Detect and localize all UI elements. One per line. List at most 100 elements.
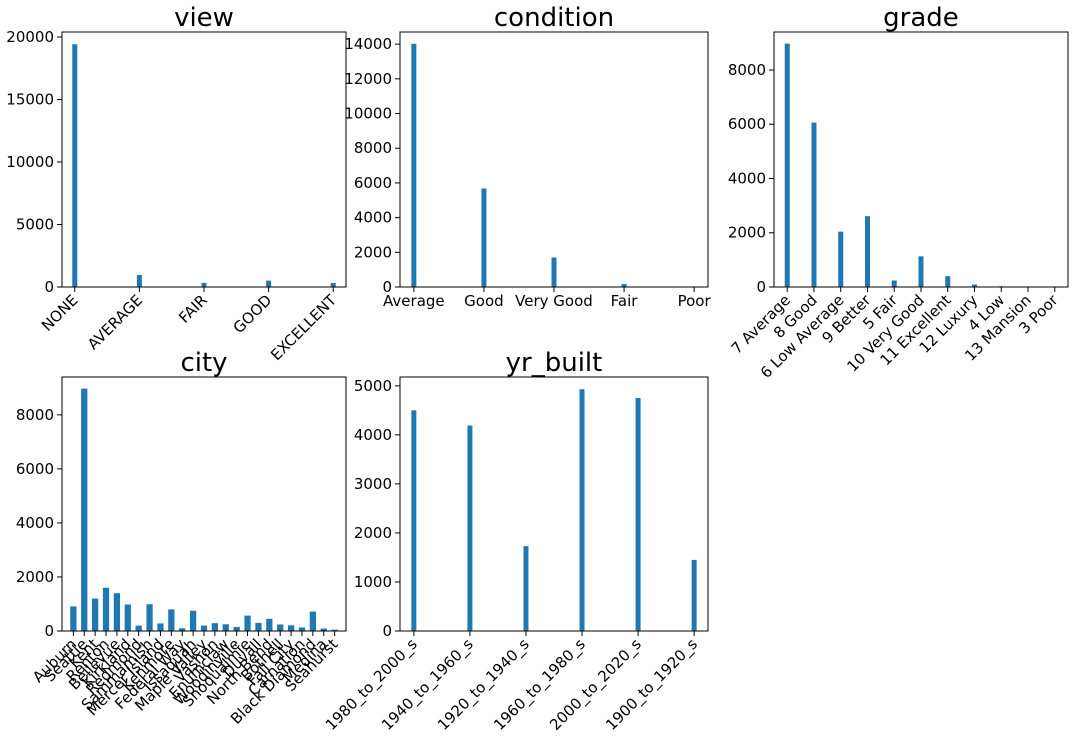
y-tick-label: 12000 <box>344 70 392 88</box>
bar-carnation <box>298 627 306 631</box>
chart-title: view <box>174 3 234 33</box>
bar-kirkland <box>124 604 131 631</box>
bar-1960-to-1980-s <box>579 389 585 631</box>
bar-1940-to-1960-s <box>467 425 473 631</box>
y-tick-label: 0 <box>382 622 392 640</box>
bar-auburn <box>70 606 77 631</box>
y-tick-label: 10000 <box>344 105 392 123</box>
bar-none <box>72 44 78 287</box>
plot-frame <box>399 31 709 288</box>
bar-5-fair <box>891 280 897 287</box>
bar-excellent <box>330 283 336 287</box>
x-tick-label: EXCELLENT <box>267 291 341 365</box>
plot-frame <box>61 31 347 288</box>
chart-view: view 0 5000 10000 15000 20000 NONE AVERAGE FAIR G… <box>6 3 347 365</box>
bar-fair <box>621 284 627 287</box>
y-tick-label: 5000 <box>354 377 392 395</box>
y-tick-label: 4000 <box>354 426 392 444</box>
bar-kenmore <box>168 609 175 631</box>
bar-8-good <box>811 122 817 287</box>
chart-title: condition <box>494 3 614 33</box>
bar-good <box>481 188 487 287</box>
y-tick-label: 14000 <box>344 35 392 53</box>
bar-1920-to-1940-s <box>523 546 529 631</box>
bar-black-diamond <box>309 611 316 631</box>
chart-yr_built: yr_built0100020003000400050001980_to_200… <box>322 348 709 735</box>
y-tick-label: 3000 <box>354 475 392 493</box>
bar-federal-way <box>179 628 186 631</box>
bar-maple-valley <box>200 625 208 631</box>
y-tick-label: 0 <box>756 278 766 296</box>
chart-title: yr_built <box>506 348 603 378</box>
bar-fall-city <box>287 625 295 631</box>
y-tick-label: 5000 <box>16 216 54 234</box>
y-tick-label: 0 <box>382 278 392 296</box>
bar-bellevue <box>113 593 121 631</box>
x-tick-label: FAIR <box>175 291 211 327</box>
y-tick-label: 6000 <box>354 174 392 192</box>
bar-1980-to-2000-s <box>411 410 417 631</box>
y-tick-label: 6000 <box>16 460 54 478</box>
bar-seahurst <box>331 629 338 631</box>
bar-very-good <box>551 257 557 287</box>
x-tick-label: Very Good <box>515 292 593 310</box>
y-tick-label: 4000 <box>354 209 392 227</box>
y-tick-label: 2000 <box>354 524 392 542</box>
bar-1900-to-1920-s <box>691 559 697 631</box>
y-tick-label: 1000 <box>354 573 392 591</box>
chart-title: grade <box>883 3 959 33</box>
bar-snoqualmie <box>244 615 251 631</box>
bar-renton <box>102 587 110 631</box>
y-tick-label: 10000 <box>6 153 54 171</box>
y-tick-label: 8000 <box>728 61 766 79</box>
bar-9-better <box>864 216 870 287</box>
bar-fair <box>201 282 207 287</box>
bar-6-low-average <box>838 231 844 287</box>
bar-11-excellent <box>945 276 951 287</box>
bar-7-average <box>784 43 790 288</box>
x-tick-label: NONE <box>38 291 82 335</box>
bar-10-very-good <box>918 256 924 287</box>
bar-mercer-island <box>157 623 164 631</box>
bar-12-luxury <box>972 284 978 287</box>
chart-city: city02000400060008000AuburnSeattleKentRe… <box>16 348 347 728</box>
y-tick-label: 15000 <box>6 91 54 109</box>
bar-medina <box>320 628 327 631</box>
plot-frame <box>399 376 709 632</box>
y-tick-label: 4000 <box>16 514 54 532</box>
y-tick-label: 4000 <box>728 169 766 187</box>
y-tick-label: 2000 <box>728 224 766 242</box>
bar-sammamish <box>146 604 153 631</box>
bar-issaquah <box>189 610 197 631</box>
plot-frame <box>773 31 1069 288</box>
x-tick-label: Poor <box>678 292 712 310</box>
x-tick-label: Average <box>383 292 445 310</box>
bar-seattle <box>81 388 88 631</box>
chart-title: city <box>180 348 227 378</box>
bar-redmond <box>135 625 142 631</box>
y-tick-label: 0 <box>44 278 54 296</box>
bar-average <box>411 43 417 288</box>
chart-condition: condition 0 2000 4000 6000 8000 10000 12000 1400… <box>344 3 711 310</box>
x-tick-label: Fair <box>611 292 639 310</box>
y-tick-label: 8000 <box>16 406 54 424</box>
y-tick-label: 20000 <box>6 28 54 46</box>
y-tick-label: 0 <box>44 622 54 640</box>
x-tick-label: Good <box>464 292 504 310</box>
bar-bothell <box>277 624 284 631</box>
x-tick-label: GOOD <box>230 291 276 337</box>
bar-average <box>136 275 142 287</box>
bar-good <box>266 280 272 287</box>
bar-woodinville <box>233 626 240 631</box>
bar-2000-to-2020-s <box>635 398 641 631</box>
bar-vashon <box>211 623 219 631</box>
y-tick-label: 2000 <box>16 568 54 586</box>
y-tick-label: 6000 <box>728 115 766 133</box>
bar-kent <box>92 598 99 631</box>
y-tick-label: 8000 <box>354 139 392 157</box>
bar-duvall <box>255 622 262 631</box>
bar-enumclaw <box>222 624 229 631</box>
x-tick-label: AVERAGE <box>84 291 146 353</box>
